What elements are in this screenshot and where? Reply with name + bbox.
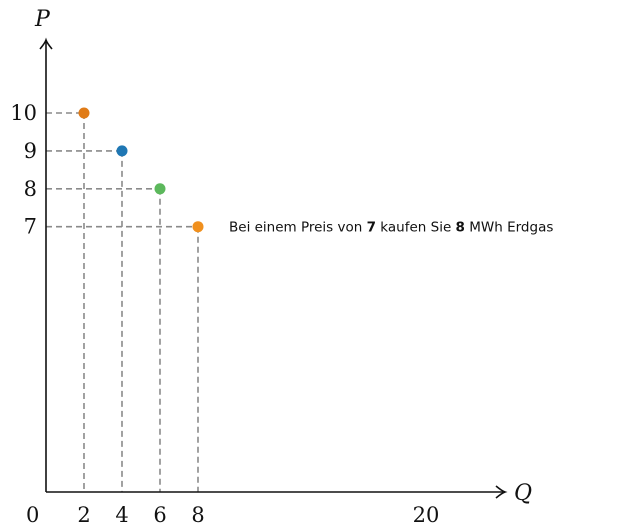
y-tick-label: 8: [24, 177, 37, 201]
y-tick-label: 9: [24, 139, 37, 163]
dashed-guide-lines: [46, 112, 199, 492]
x-tick-label: 8: [191, 503, 204, 524]
annotation-text: kaufen Sie: [376, 220, 456, 236]
x-tick-label: 2: [77, 503, 90, 524]
x-tick-label: 4: [115, 503, 128, 524]
y-axis-arrowhead: [39, 37, 53, 50]
y-tick-label: 7: [24, 215, 37, 239]
x-tick-label: 20: [413, 503, 440, 524]
axes: [39, 37, 508, 499]
annotation-text: Bei einem Preis von: [229, 220, 367, 236]
data-point: [78, 107, 90, 119]
origin-label: 0: [26, 503, 39, 524]
y-tick-labels: 7 8 9 10: [10, 101, 37, 239]
x-axis-title: Q: [514, 481, 532, 506]
annotation-number: 8: [456, 220, 465, 236]
data-points: [78, 107, 204, 233]
x-tick-labels: 2 4 6 8 20: [77, 503, 439, 524]
y-tick-label: 10: [10, 101, 37, 125]
data-point: [154, 183, 166, 195]
data-point: [116, 145, 128, 157]
y-axis-title: P: [34, 7, 51, 32]
annotation-number: 7: [367, 220, 376, 236]
price-quantity-annotation: Bei einem Preis von 7 kaufen Sie 8 MWh E…: [229, 220, 553, 236]
data-point: [192, 221, 204, 233]
x-tick-label: 6: [153, 503, 166, 524]
x-axis-arrowhead: [495, 485, 508, 499]
annotation-text: MWh Erdgas: [465, 220, 553, 236]
